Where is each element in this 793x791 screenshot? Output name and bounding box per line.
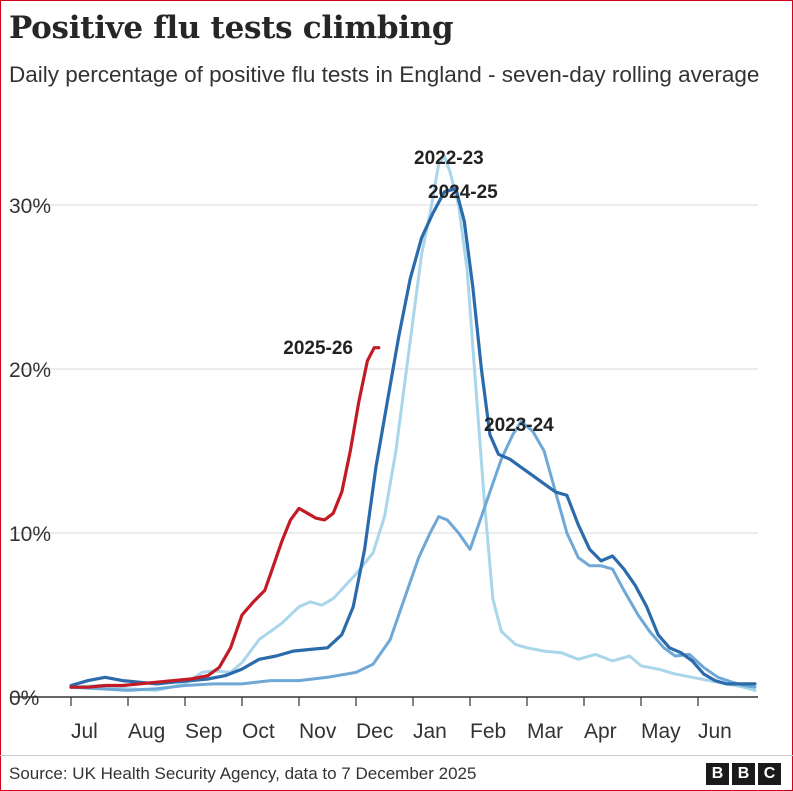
- series-label: 2025-26: [283, 338, 353, 359]
- x-tick-label: Mar: [527, 720, 563, 743]
- y-tick-label: 10%: [9, 523, 51, 546]
- y-tick-label: 30%: [9, 195, 51, 218]
- x-tick-label: Apr: [584, 720, 617, 743]
- logo-letter: B: [706, 763, 729, 785]
- series-line-2024-25: [69, 187, 757, 688]
- series-line-2022-23: [69, 154, 757, 692]
- x-tick-label: Jul: [71, 720, 98, 743]
- logo-letter: B: [732, 763, 755, 785]
- y-tick-label: 20%: [9, 359, 51, 382]
- x-tick-label: Feb: [470, 720, 506, 743]
- x-tick-label: Aug: [128, 720, 165, 743]
- source-note: Source: UK Health Security Agency, data …: [9, 764, 477, 783]
- page-title: Positive flu tests climbing: [9, 10, 454, 46]
- x-tick-label: Dec: [356, 720, 393, 743]
- x-tick-label: Jan: [413, 720, 447, 743]
- y-tick-label: 0%: [9, 687, 39, 710]
- logo-letter: C: [758, 763, 781, 785]
- bbc-logo: B B C: [706, 763, 781, 785]
- series-label: 2022-23: [414, 148, 484, 169]
- x-tick-label: Nov: [299, 720, 337, 743]
- x-tick-label: May: [641, 720, 681, 743]
- footer-divider: [0, 755, 793, 756]
- x-tick-label: Oct: [242, 720, 275, 743]
- x-tick-label: Jun: [698, 720, 732, 743]
- series-label: 2024-25: [428, 182, 498, 203]
- series-line-2025-26: [69, 346, 381, 689]
- page-subtitle: Daily percentage of positive flu tests i…: [9, 62, 760, 87]
- series-label: 2023-24: [484, 415, 554, 436]
- series-line-2023-24: [69, 420, 757, 692]
- x-tick-label: Sep: [185, 720, 222, 743]
